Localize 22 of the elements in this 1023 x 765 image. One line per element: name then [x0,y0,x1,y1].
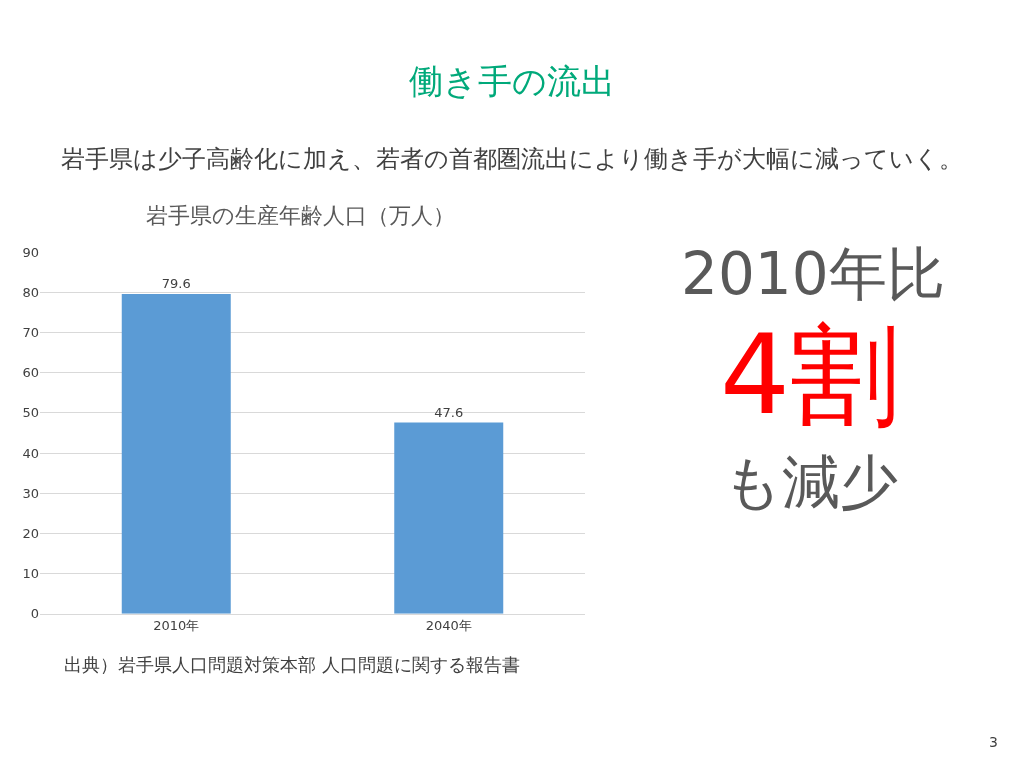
y-tick-label: 40 [22,445,39,461]
y-tick-label: 70 [22,325,39,341]
y-tick-label: 90 [22,244,39,260]
x-tick-label: 2010年 [153,618,200,634]
text: 2010年比 [681,240,945,308]
chart-subtitle: 岩手県は少子高齢化に加え、若者の首都圏流出により働き手が大幅に減っていく。 [61,145,963,173]
text: も減少 [723,448,898,516]
y-tick-label: 10 [22,566,39,582]
x-tick-label: 2040年 [425,618,472,634]
y-tick-label: 20 [22,526,39,542]
text: 4割 [720,311,900,439]
y-tick-label: 30 [22,485,39,501]
y-tick-label: 50 [22,405,39,421]
y-tick-label: 60 [22,365,39,381]
chart-title: 働き手の流出 [409,61,615,101]
source-note: 出典）岩手県人口問題対策本部 人口問題に関する報告書 [64,654,520,675]
data-label: 47.6 [434,404,464,420]
data-label: 79.6 [161,275,191,291]
text: 3 [989,734,998,750]
y-tick-label: 80 [22,284,39,300]
text: 岩手県の生産年齢人口（万人） [146,203,455,228]
y-tick-label: 0 [30,606,39,622]
